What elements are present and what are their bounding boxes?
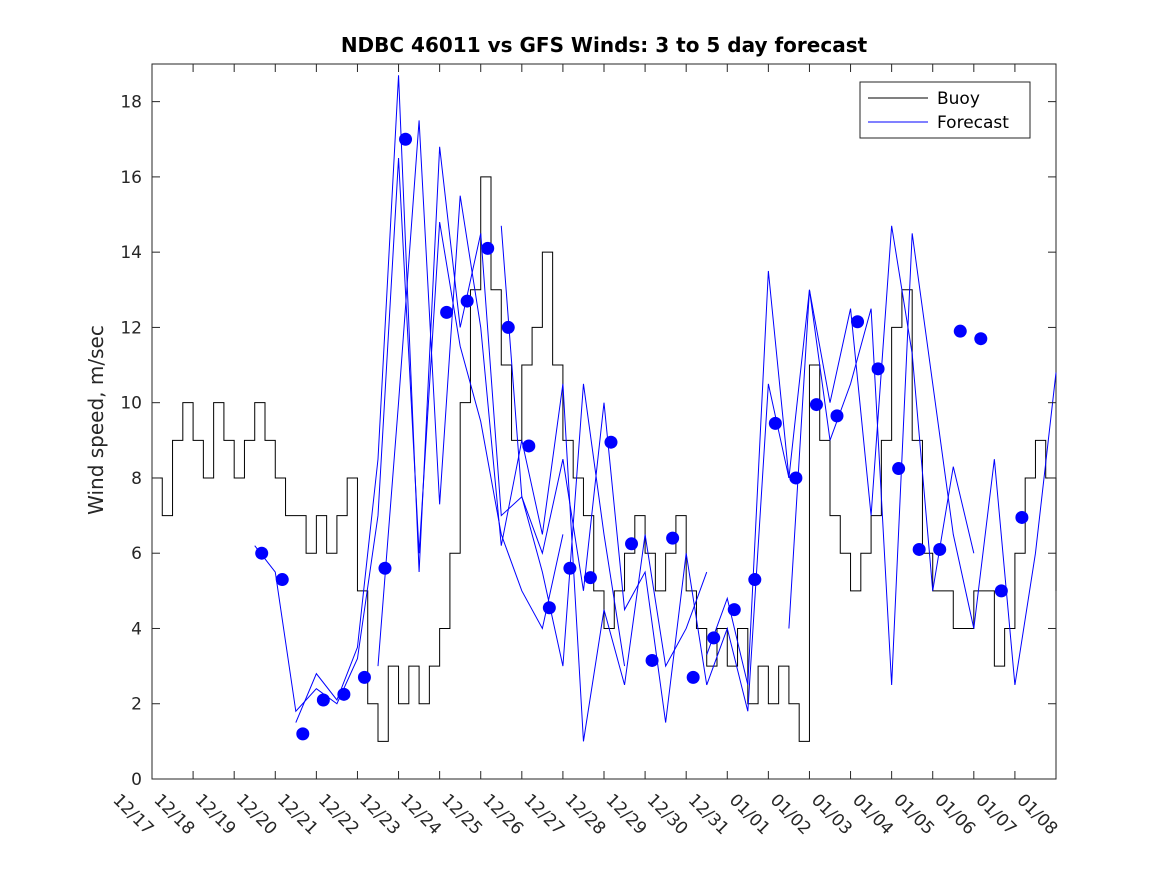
forecast-marker (357, 670, 371, 684)
x-tick-label: 12/19 (191, 790, 240, 839)
forecast-run-line (788, 233, 1057, 685)
forecast-marker (460, 294, 474, 308)
forecast-marker (851, 315, 865, 329)
forecast-marker (789, 471, 803, 485)
forecast-run-line (254, 158, 564, 713)
y-tick-label: 0 (131, 770, 142, 790)
forecast-marker (994, 584, 1008, 598)
x-tick-label: 12/27 (519, 790, 568, 839)
y-tick-label: 6 (131, 544, 142, 564)
forecast-marker (912, 542, 926, 556)
x-tick-label: 12/29 (602, 790, 651, 839)
forecast-run-line (377, 120, 708, 742)
forecast-marker (871, 362, 885, 376)
forecast-marker (481, 241, 495, 255)
forecast-marker (604, 435, 618, 449)
forecast-marker (768, 416, 782, 430)
y-tick-label: 18 (120, 93, 142, 113)
y-tick-label: 10 (120, 394, 142, 414)
y-tick-label: 16 (120, 168, 142, 188)
x-tick-label: 12/24 (396, 790, 445, 839)
y-axis-label: Wind speed, m/sec (84, 325, 108, 515)
x-tick-label: 01/06 (930, 790, 979, 839)
forecast-marker (974, 332, 988, 346)
legend-box (859, 81, 1031, 139)
forecast-marker (378, 561, 392, 575)
series-layer (152, 75, 1057, 742)
x-tick-label: 01/05 (889, 790, 938, 839)
legend-label-buoy: Buoy (937, 89, 980, 109)
x-tick-label: 01/01 (725, 790, 774, 839)
forecast-marker (625, 537, 639, 551)
y-tick-label: 14 (120, 243, 142, 263)
x-tick-label: 01/02 (766, 790, 815, 839)
forecast-marker (316, 693, 330, 707)
legend-label-forecast: Forecast (937, 113, 1009, 133)
chart-title: NDBC 46011 vs GFS Winds: 3 to 5 day fore… (341, 33, 868, 57)
forecast-marker (296, 727, 310, 741)
forecast-marker (542, 601, 556, 615)
x-tick-label: 12/31 (684, 790, 733, 839)
x-tick-label: 12/30 (643, 790, 692, 839)
forecast-marker (275, 573, 289, 587)
x-tick-label: 12/20 (232, 790, 281, 839)
forecast-marker (563, 561, 577, 575)
x-tick-label: 12/28 (561, 790, 610, 839)
forecast-marker (522, 439, 536, 453)
x-tick-label: 12/22 (314, 790, 363, 839)
x-tick-label: 12/18 (150, 790, 199, 839)
forecast-marker (707, 631, 721, 645)
x-tick-label: 01/07 (971, 790, 1020, 839)
forecast-marker (440, 305, 454, 319)
x-tick-label: 01/03 (807, 790, 856, 839)
x-tick-label: 12/25 (437, 790, 486, 839)
forecast-marker (399, 132, 413, 146)
forecast-marker (953, 324, 967, 338)
forecast-marker (337, 687, 351, 701)
forecast-marker (809, 398, 823, 412)
forecast-marker (933, 542, 947, 556)
legend: Buoy Forecast (859, 81, 1031, 139)
x-tick-label: 01/04 (848, 790, 897, 839)
forecast-marker (686, 670, 700, 684)
x-tick-label: 12/23 (355, 790, 404, 839)
y-tick-label: 8 (131, 469, 142, 489)
y-tick-label: 4 (131, 619, 142, 639)
forecast-marker (583, 571, 597, 585)
x-tick-label: 12/26 (478, 790, 527, 839)
forecast-marker (727, 603, 741, 617)
forecast-run-line (500, 225, 790, 723)
forecast-marker (748, 573, 762, 587)
forecast-marker (255, 546, 269, 560)
forecast-marker (892, 462, 906, 476)
x-tick-label: 01/08 (1013, 790, 1062, 839)
y-tick-label: 2 (131, 695, 142, 715)
y-tick-label: 12 (120, 318, 142, 338)
forecast-marker (645, 653, 659, 667)
forecast-run-line (706, 225, 975, 686)
buoy-series-line (152, 176, 1057, 742)
x-tick-label: 12/17 (109, 790, 158, 839)
plot-area (151, 63, 1057, 780)
forecast-marker (501, 320, 515, 334)
x-tick-label: 12/21 (273, 790, 322, 839)
forecast-marker (830, 409, 844, 423)
forecast-marker (666, 531, 680, 545)
forecast-marker (1015, 510, 1029, 524)
